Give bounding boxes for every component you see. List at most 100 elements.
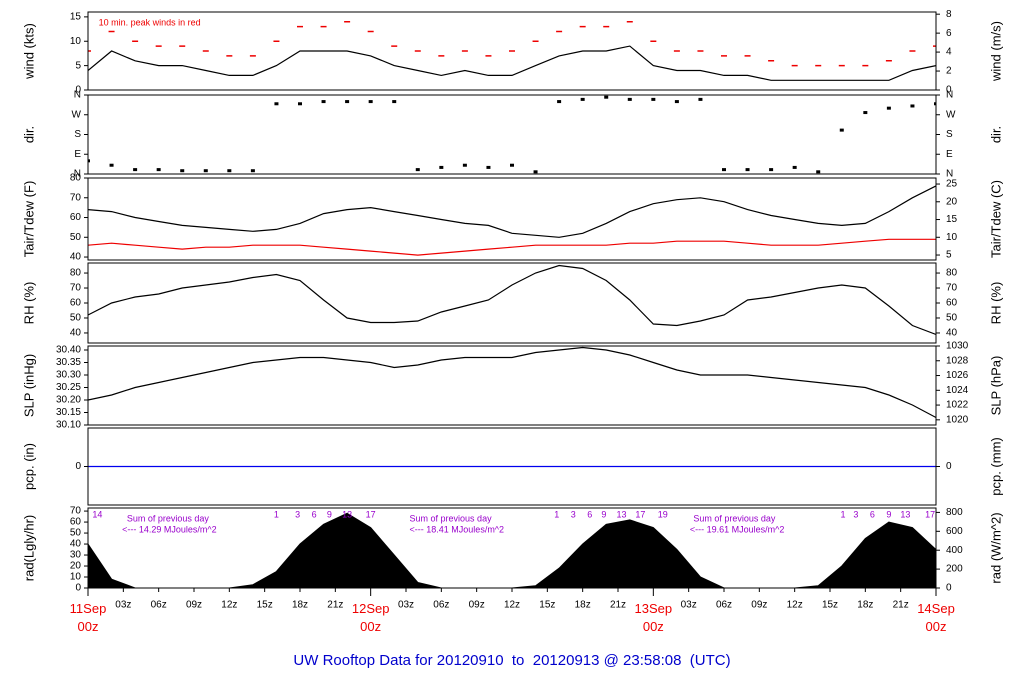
- panel-frame: [87, 262, 937, 344]
- x-tick-label: 03z: [398, 600, 414, 611]
- direction-dot: [910, 104, 915, 108]
- y2-tick-label: 1020: [946, 414, 969, 425]
- x-tick-label-line: 13Sep: [635, 601, 673, 616]
- hour-mark-label: 6: [870, 509, 875, 519]
- x-tick-label: 12z: [787, 600, 803, 611]
- y2-tick-label: 400: [946, 545, 963, 556]
- plot-area: [88, 264, 936, 336]
- direction-dot: [627, 97, 632, 101]
- y-tick-label: 0: [75, 461, 81, 472]
- y2-tick-label: 4: [946, 47, 952, 58]
- hour-mark-label: 9: [886, 509, 891, 519]
- x-tick-label: 15z: [257, 600, 273, 611]
- y2-axis-label: wind (m/s): [988, 21, 1003, 82]
- x-tick-label-line: 14Sep: [917, 601, 955, 616]
- panel-frame: [87, 177, 937, 261]
- y-tick-label: 30.20: [56, 395, 81, 406]
- y-tick-label: 30.35: [56, 357, 81, 368]
- hour-mark-label: 19: [658, 509, 668, 519]
- y-tick-label: 40: [70, 328, 82, 339]
- x-tick-label: 18z: [575, 600, 591, 611]
- y2-tick-label: 0: [946, 461, 952, 472]
- y2-tick-label: 8: [946, 9, 952, 20]
- y-tick-label: W: [72, 109, 82, 120]
- x-tick-label: 14Sep 00z: [917, 601, 955, 634]
- y2-tick-label: 1030: [946, 341, 969, 352]
- y2-tick-label: 1026: [946, 370, 969, 381]
- direction-dot: [486, 165, 491, 169]
- x-tick-label-line: 11Sep: [70, 601, 107, 616]
- y-tick-label: S: [74, 129, 81, 140]
- y2-tick-label: 1024: [946, 385, 969, 396]
- hour-mark-label: 3: [853, 509, 858, 519]
- x-tick-label: 21z: [610, 600, 626, 611]
- x-tick-label-line: 00z: [78, 619, 99, 634]
- hour-mark-label: 3: [571, 509, 576, 519]
- annotation: <--- 19.61 MJoules/m^2: [690, 524, 785, 534]
- y-tick-label: 30.10: [56, 420, 81, 431]
- x-tick-label: 21z: [327, 600, 343, 611]
- hour-mark-label: 14: [92, 509, 102, 519]
- x-tick-label: 09z: [751, 600, 767, 611]
- annotation: Sum of previous day: [693, 513, 776, 523]
- y2-tick-label: 600: [946, 526, 963, 537]
- direction-dot: [722, 168, 726, 172]
- y2-tick-label: 60: [946, 298, 958, 309]
- y-tick-label: 70: [70, 506, 82, 517]
- y2-axis-label: Tair/Tdew (C): [988, 180, 1003, 258]
- y-tick-label: 5: [75, 60, 81, 71]
- annotation: 10 min. peak winds in red: [99, 17, 201, 27]
- y-tick-label: 10: [70, 36, 82, 47]
- y-tick-label: 15: [70, 12, 82, 23]
- y-tick-label: 30.15: [56, 407, 81, 418]
- direction-dot: [88, 159, 90, 163]
- x-tick-label: 15z: [822, 600, 838, 611]
- direction-dot: [203, 169, 208, 173]
- y-tick-label: E: [74, 149, 81, 160]
- direction-dot: [863, 111, 868, 115]
- plot-area: [88, 512, 936, 588]
- hour-mark-label: 17: [635, 509, 645, 519]
- y2-tick-label: N: [946, 169, 953, 180]
- direction-dot: [250, 169, 255, 173]
- direction-dot: [698, 97, 703, 101]
- y-tick-label: 80: [70, 268, 82, 279]
- y-axis-label: pcp. (in): [21, 443, 36, 490]
- y-tick-label: 50: [70, 313, 82, 324]
- y2-axis-label: SLP (hPa): [988, 356, 1003, 416]
- y2-tick-label: N: [946, 90, 953, 101]
- y-axis-label: SLP (inHg): [21, 354, 36, 417]
- hour-mark-label: 1: [274, 509, 279, 519]
- direction-dot: [321, 100, 326, 104]
- x-tick-label-line: 00z: [360, 619, 381, 634]
- direction-dot: [839, 128, 844, 132]
- y-tick-label: 60: [70, 517, 82, 528]
- y2-tick-label: 80: [946, 268, 958, 279]
- direction-dot: [133, 168, 138, 172]
- y-axis-label: RH (%): [21, 282, 36, 325]
- y-tick-label: 20: [70, 561, 82, 572]
- plot-area: [88, 346, 936, 419]
- y2-tick-label: 15: [946, 214, 958, 225]
- annotation: Sum of previous day: [127, 513, 210, 523]
- y2-axis-label: RH (%): [988, 282, 1003, 325]
- direction-dot: [745, 168, 750, 172]
- annotation: Sum of previous day: [410, 513, 493, 523]
- panel-frame: [87, 94, 937, 175]
- direction-dot: [415, 168, 420, 172]
- x-tick-label-line: 00z: [926, 619, 947, 634]
- hour-mark-label: 1: [840, 509, 845, 519]
- hour-mark-label: 13: [342, 509, 352, 519]
- y-tick-label: 40: [70, 539, 82, 550]
- y-tick-label: N: [74, 90, 81, 101]
- x-tick-label: 06z: [433, 600, 449, 611]
- direction-dot: [769, 168, 774, 172]
- direction-dot: [274, 102, 279, 106]
- y-tick-label: 0: [75, 583, 81, 594]
- y2-tick-label: 1028: [946, 355, 969, 366]
- y2-tick-label: S: [946, 129, 953, 140]
- plot-area: [88, 95, 936, 174]
- y-tick-label: 60: [70, 298, 82, 309]
- y-axis-label: dir.: [21, 126, 36, 143]
- direction-dot: [368, 100, 373, 104]
